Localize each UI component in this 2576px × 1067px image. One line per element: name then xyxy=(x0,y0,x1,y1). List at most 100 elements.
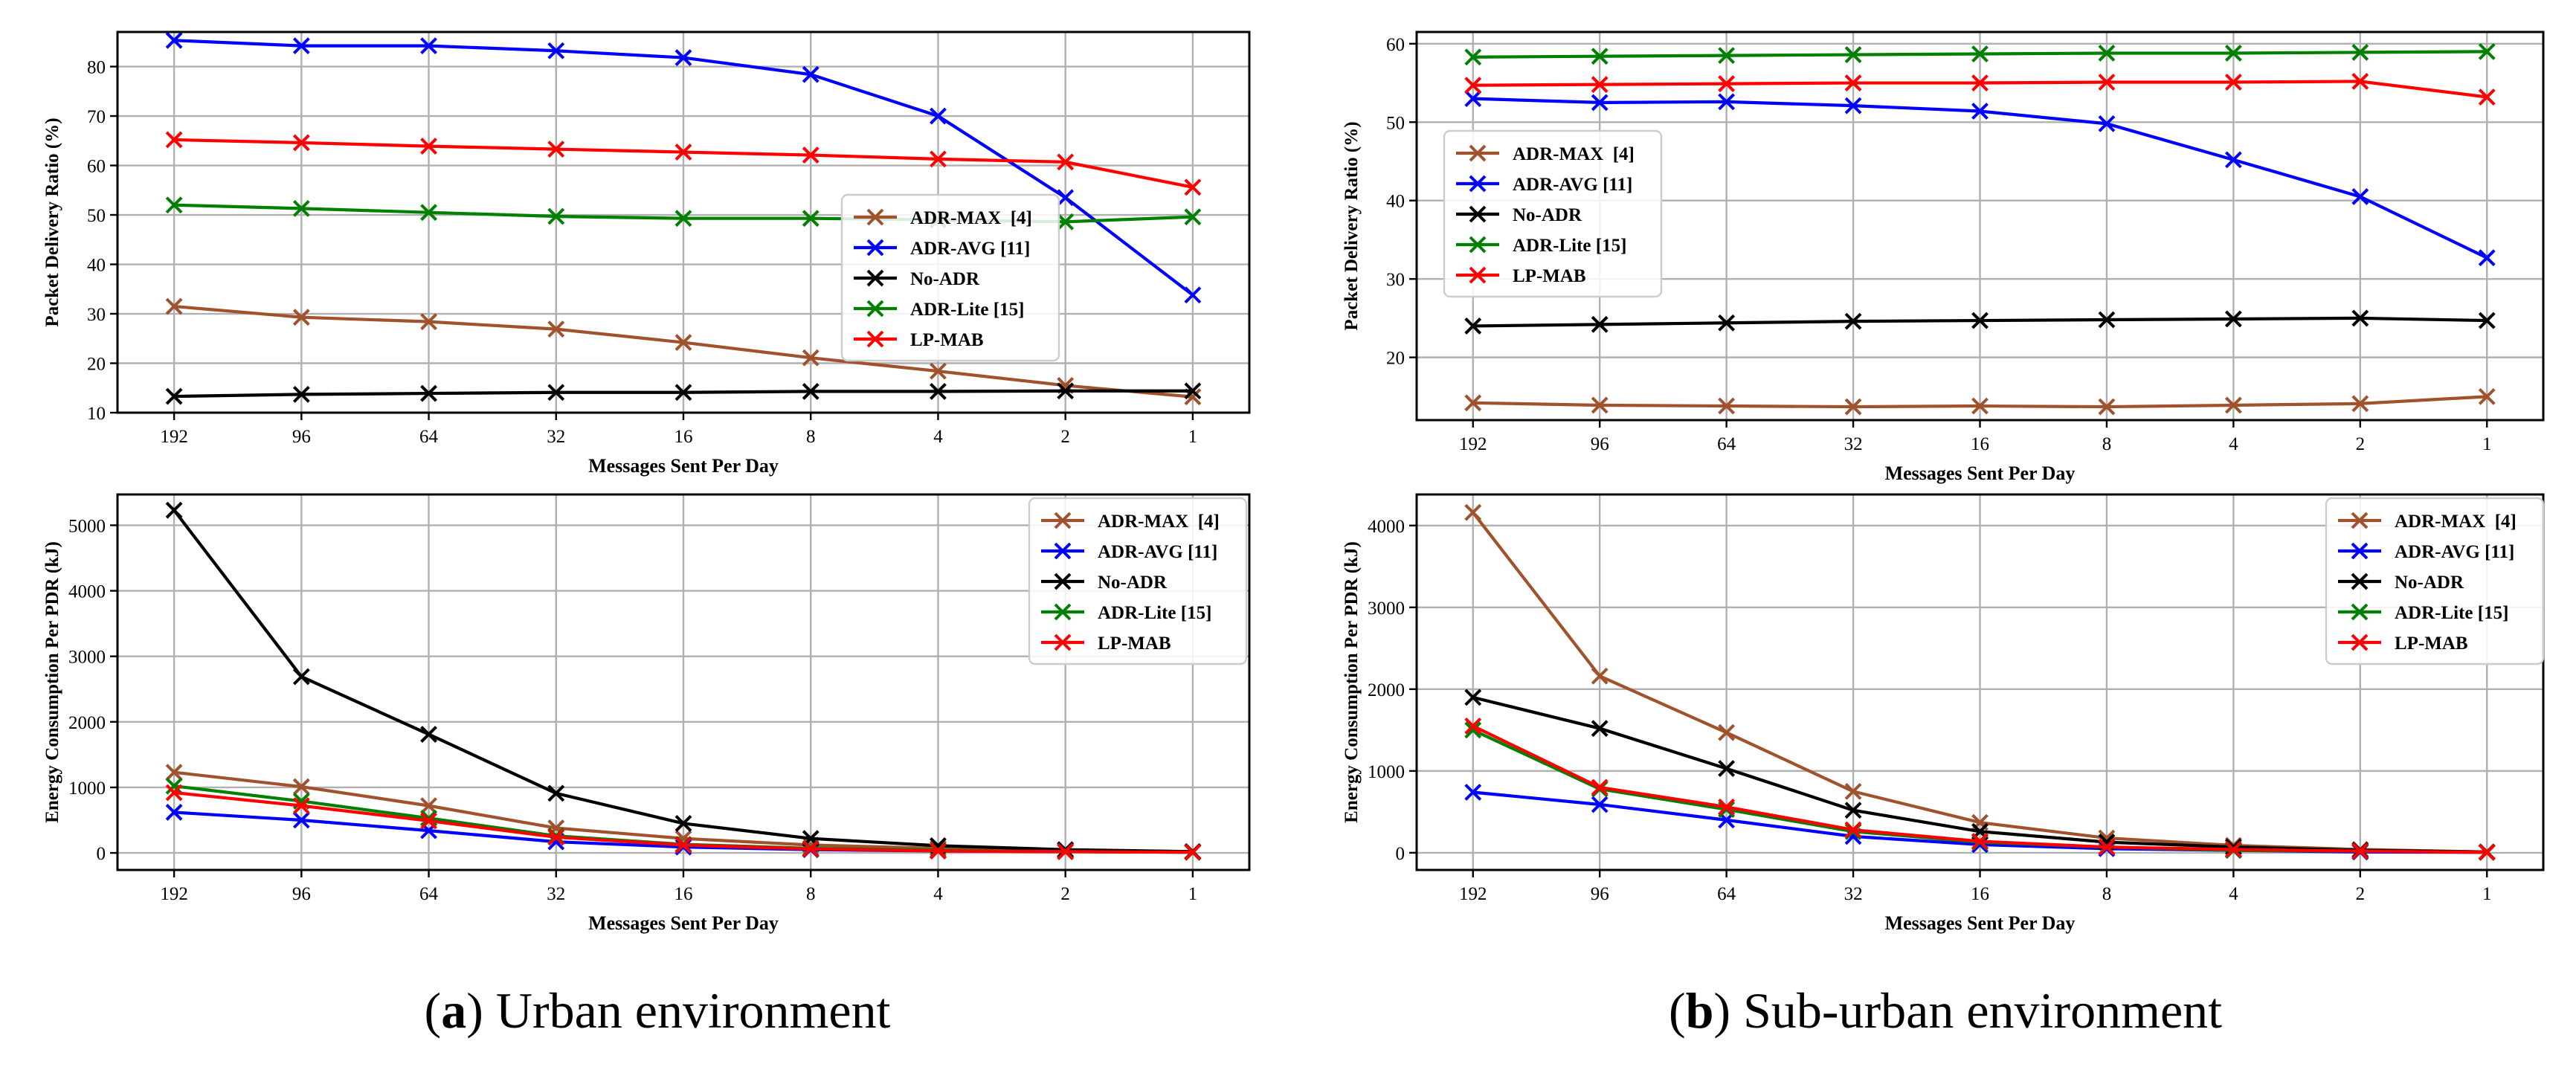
data-point xyxy=(1591,720,1609,738)
legend-entry: ADR-AVG [11] xyxy=(854,239,1030,259)
x-tick-label: 8 xyxy=(2102,884,2112,904)
x-tick-label: 16 xyxy=(1971,884,1989,904)
data-point xyxy=(2098,115,2116,132)
urban-energy-chart: 192 96 64 32 16 8 4 2 1 0 1000 2000 3000 4000 5000 Mess… xyxy=(42,493,1251,934)
data-point xyxy=(1971,74,1989,91)
y-tick-label: 30 xyxy=(87,305,106,325)
x-tick-label: 2 xyxy=(1060,884,1070,904)
caption-b-letter: b xyxy=(1685,982,1714,1039)
data-point xyxy=(165,387,183,405)
legend-entry: LP-MAB xyxy=(1456,266,1586,286)
legend-entry: ADR-MAX [4] xyxy=(1041,512,1220,532)
legend-swatch-marker xyxy=(2351,512,2369,529)
data-point xyxy=(1464,721,1482,739)
legend-label: ADR-AVG [11] xyxy=(2395,542,2514,562)
legend-entry: ADR-AVG [11] xyxy=(2338,542,2514,562)
legend-box xyxy=(1028,497,1248,665)
x-tick-label: 4 xyxy=(933,884,943,904)
legend-swatch-marker xyxy=(2351,634,2369,651)
data-point xyxy=(930,150,947,168)
legend-swatch-marker xyxy=(1469,236,1487,254)
data-point xyxy=(2224,74,2242,91)
data-point xyxy=(1591,667,1609,685)
legend-label: ADR-Lite [15] xyxy=(2395,603,2508,623)
legend-entry: ADR-Lite [15] xyxy=(854,300,1024,320)
legend-swatch-marker xyxy=(1054,634,1072,651)
data-point xyxy=(420,37,437,55)
data-point xyxy=(2224,45,2242,62)
data-point xyxy=(1718,801,1736,818)
data-point xyxy=(1844,821,1862,839)
data-point xyxy=(292,811,310,829)
legend-label: ADR-Lite [15] xyxy=(1513,236,1626,256)
legend-swatch-marker xyxy=(1054,542,1072,560)
legend-label: No-ADR xyxy=(1513,205,1582,225)
data-point xyxy=(930,842,947,860)
data-point xyxy=(2224,841,2242,858)
x-tick-label: 1 xyxy=(1188,884,1198,904)
data-point xyxy=(1464,784,1482,801)
data-point xyxy=(165,131,183,149)
data-point xyxy=(1591,796,1609,813)
data-point xyxy=(292,37,310,55)
data-point xyxy=(1591,396,1609,414)
caption-b-text: Sub-urban environment xyxy=(1730,982,2223,1039)
x-axis-label: Messages Sent Per Day xyxy=(1885,462,2076,484)
data-point xyxy=(2098,311,2116,329)
data-point xyxy=(1971,103,1989,120)
y-tick-label: 20 xyxy=(1386,349,1405,369)
y-tick-label: 40 xyxy=(1386,192,1405,212)
legend-label: ADR-MAX [4] xyxy=(1513,144,1635,164)
legend-entry: ADR-MAX [4] xyxy=(854,208,1032,228)
y-tick-label: 4000 xyxy=(68,582,106,602)
data-point xyxy=(2478,249,2496,267)
data-point xyxy=(2224,151,2242,169)
data-point xyxy=(1057,842,1075,860)
legend-swatch-marker xyxy=(866,330,884,348)
data-point xyxy=(2351,309,2369,327)
caption-a-text: Urban environment xyxy=(483,982,891,1039)
data-point xyxy=(802,840,820,858)
legend-swatch-marker xyxy=(1054,573,1072,590)
legend-label: LP-MAB xyxy=(1513,266,1586,286)
x-tick-label: 2 xyxy=(2356,434,2366,454)
data-point xyxy=(547,828,565,846)
data-point xyxy=(1718,760,1736,777)
axes-frame xyxy=(116,493,1251,871)
axes-frame xyxy=(1415,30,2545,422)
legend-entry: ADR-MAX [4] xyxy=(1456,144,1635,164)
data-point xyxy=(674,334,692,351)
y-axis-label: Energy Consumption Per PDR (kJ) xyxy=(42,541,62,823)
data-point xyxy=(1057,189,1075,207)
legend-label: LP-MAB xyxy=(2395,634,2468,654)
x-tick-label: 32 xyxy=(1844,434,1863,454)
data-point xyxy=(802,65,820,83)
data-point xyxy=(674,49,692,66)
caption-a: (a) Urban environment xyxy=(424,982,891,1039)
x-tick-label: 192 xyxy=(1459,434,1487,454)
x-tick-label: 1 xyxy=(2482,434,2492,454)
series-lp-mab xyxy=(1464,73,2496,106)
legend: ADR-MAX [4] ADR-AVG [11] No-ADR ADR-Lite [1… xyxy=(2325,497,2545,665)
legend-entry: ADR-AVG [11] xyxy=(1041,542,1217,562)
data-point xyxy=(2351,842,2369,860)
legend-entry: No-ADR xyxy=(1456,205,1582,225)
data-point xyxy=(674,144,692,161)
suburban-pdr-chart: 192 96 64 32 16 8 4 2 1 20 30 40 50 60 Messages Sent P… xyxy=(1342,30,2545,484)
data-point xyxy=(165,31,183,49)
data-point xyxy=(1591,94,1609,112)
x-tick-label: 192 xyxy=(160,884,188,904)
legend-label: ADR-MAX [4] xyxy=(910,208,1032,228)
legend-label: LP-MAB xyxy=(1098,634,1171,654)
x-tick-label: 64 xyxy=(1717,434,1736,454)
y-axis-label: Packet Delivery Ratio (%) xyxy=(1342,121,1362,330)
legend-label: No-ADR xyxy=(2395,573,2464,593)
series-adr-max xyxy=(1464,387,2496,416)
y-tick-label: 60 xyxy=(1386,35,1405,55)
legend-entry: ADR-Lite [15] xyxy=(1041,603,1211,623)
x-tick-label: 4 xyxy=(2229,884,2238,904)
data-point xyxy=(1844,782,1862,800)
data-point xyxy=(165,196,183,214)
data-point xyxy=(1591,76,1609,94)
